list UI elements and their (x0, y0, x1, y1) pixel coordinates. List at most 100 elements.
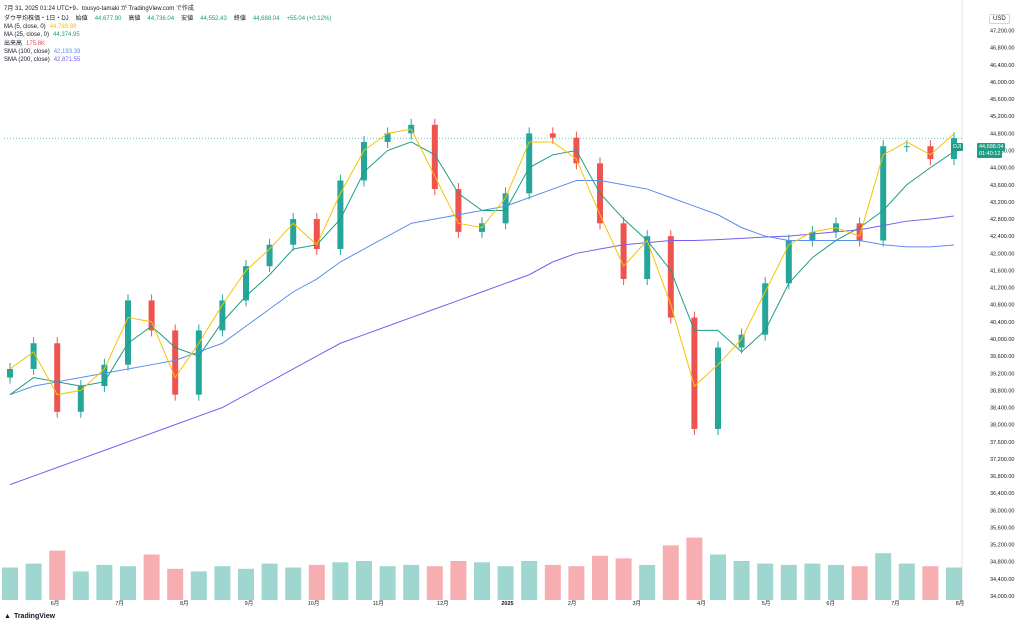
price-tick-label: 36,400.00 (990, 491, 1014, 497)
currency-label[interactable]: USD (989, 14, 1010, 24)
tradingview-logo[interactable]: ▲ TradingView (4, 613, 55, 620)
price-tick-label: 34,800.00 (990, 560, 1014, 566)
candle-body (856, 223, 863, 241)
legend-ma5[interactable]: MA (5, close, 0) 44,789.88 (4, 23, 334, 31)
sma100-label: SMA (100, close) (4, 48, 50, 55)
candle-body (785, 240, 792, 284)
time-axis: 6月 7月 8月 9月 10月 11月 12月 2025 2月 3月 4月 5月 6月 7月 8月 (51, 600, 965, 607)
price-tick-label: 35,200.00 (990, 543, 1014, 549)
candle-body (880, 146, 887, 241)
price-tick-label: 38,400.00 (990, 406, 1014, 412)
price-tick-label: 46,800.00 (990, 46, 1014, 52)
volume-bar (592, 555, 608, 600)
price-tick-label: 40,400.00 (990, 320, 1014, 326)
volume-bar (568, 566, 585, 600)
volume-bar (285, 567, 302, 600)
symbol-title: ダウ平均株価・1日・DJ (4, 16, 69, 22)
volume-bars (2, 537, 962, 600)
candle-body (148, 300, 155, 331)
candle-body (337, 180, 344, 250)
volume-bar (898, 563, 915, 600)
high-value: 44,736.04 (147, 16, 175, 22)
sma100-value: 42,193.39 (53, 48, 81, 55)
candle-body (667, 236, 674, 318)
price-tick-label: 42,800.00 (990, 217, 1014, 223)
price-tick-label: 45,600.00 (990, 97, 1014, 103)
volume-bar (828, 564, 844, 600)
price-tick-label: 39,200.00 (990, 371, 1014, 377)
legend-ma25[interactable]: MA (25, close, 0) 44,374.95 (4, 31, 334, 39)
ohlc-row[interactable]: ダウ平均株価・1日・DJ 始値 44,677.90 高値 44,736.04 安値 4… (4, 15, 334, 23)
sma200-label: SMA (200, close) (4, 57, 50, 64)
volume-value: 175.8K (26, 40, 46, 47)
time-tick-label: 2025 (501, 601, 513, 607)
price-tick-label: 35,600.00 (990, 525, 1014, 531)
price-tick-label: 43,600.00 (990, 183, 1014, 189)
candle-body (266, 244, 273, 267)
price-tick-label: 45,200.00 (990, 114, 1014, 120)
volume-bar (49, 550, 66, 600)
price-tick-label: 46,400.00 (990, 63, 1014, 69)
price-tick-label: 41,600.00 (990, 268, 1014, 274)
candle-body (219, 300, 226, 331)
volume-bar (497, 566, 514, 600)
volume-bar (356, 561, 372, 600)
price-tick-label: 34,000.00 (990, 594, 1014, 600)
candle-body (644, 236, 651, 280)
volume-bar (922, 566, 939, 600)
candle-body (172, 330, 179, 395)
price-axis: 47,200.00 46,800.00 46,400.00 46,000.00 45,6… (990, 29, 1014, 600)
candle-body (927, 146, 934, 160)
price-tick-label: 44,000.00 (990, 166, 1014, 172)
time-tick-label: 4月 (697, 600, 706, 607)
volume-bar (72, 571, 89, 600)
volume-bar (143, 554, 160, 600)
volume-bar (875, 553, 892, 600)
candle-body (691, 317, 698, 429)
volume-bar (710, 554, 726, 600)
axis-background (962, 0, 1024, 626)
volume-bar (2, 567, 18, 600)
sma200-value: 42,871.55 (53, 57, 81, 64)
volume-bar (379, 566, 396, 600)
volume-bar (238, 568, 254, 600)
low-label: 安値 (181, 16, 194, 22)
volume-bar (780, 564, 797, 600)
price-tick-label: 40,800.00 (990, 303, 1014, 309)
ma5-label: MA (5, close, 0) (4, 24, 46, 31)
volume-bar (261, 563, 278, 600)
countdown-tag: 01:40:12 (977, 150, 1003, 158)
volume-bar (686, 537, 703, 600)
candle-body (125, 300, 131, 365)
candle-body (243, 266, 249, 301)
candle-body (361, 141, 367, 181)
legend-sma100[interactable]: SMA (100, close) 42,193.39 (4, 48, 334, 56)
volume-bar (639, 564, 656, 600)
price-tick-label: 37,600.00 (990, 440, 1014, 446)
volume-bar (474, 562, 490, 600)
candle-body (620, 223, 627, 280)
price-tick-label: 36,800.00 (990, 474, 1014, 480)
last-price-tag: 44,688.04 (977, 143, 1006, 151)
time-tick-label: 6月 (826, 600, 835, 607)
price-tick-label: 46,000.00 (990, 80, 1014, 86)
ma5-line (9, 128, 955, 396)
candle-body (738, 334, 745, 348)
price-tick-label: 43,200.00 (990, 200, 1014, 206)
time-tick-label: 6月 (51, 600, 60, 607)
candle-body (903, 146, 910, 148)
volume-bar (544, 564, 561, 600)
indicator-lines (9, 128, 955, 486)
legend-sma200[interactable]: SMA (200, close) 42,871.55 (4, 56, 334, 64)
volume-bar (214, 566, 231, 600)
change-value: +55.04 (+0.12%) (286, 16, 332, 22)
candle-body (715, 347, 721, 429)
volume-bar (96, 564, 113, 600)
price-tick-label: 40,000.00 (990, 337, 1014, 343)
time-tick-label: 8月 (180, 600, 189, 607)
candle-body (455, 189, 462, 232)
legend-volume[interactable]: 出来高 175.8K (4, 40, 334, 48)
close-value: 44,688.04 (252, 16, 280, 22)
volume-label: 出来高 (4, 40, 23, 47)
